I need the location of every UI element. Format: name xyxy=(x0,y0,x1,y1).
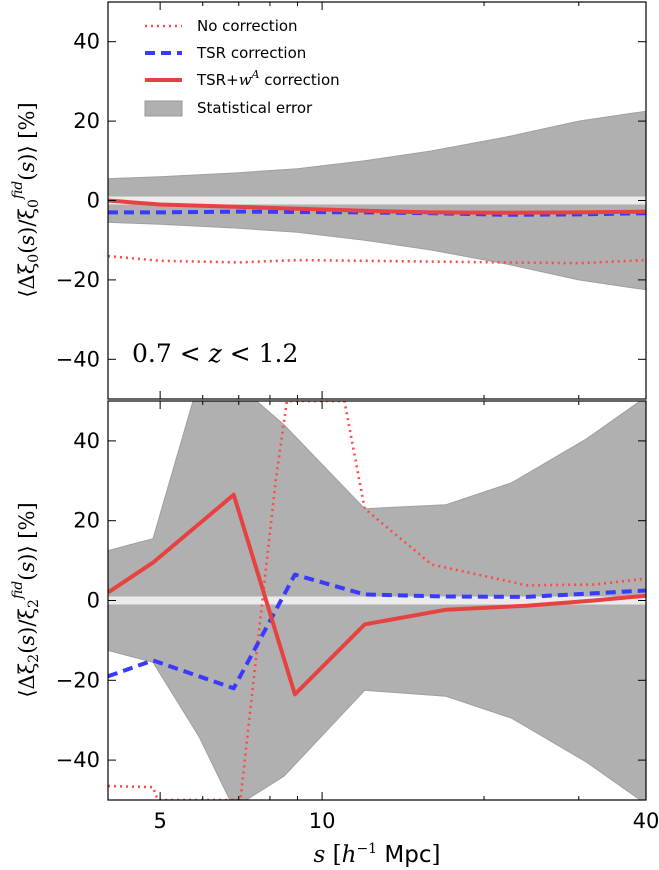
redshift-annotation: 0.7 < z < 1.2 xyxy=(132,339,298,368)
top-series-tsr-wa-correction xyxy=(108,198,646,215)
top-ytick-label: 0 xyxy=(87,189,100,213)
bottom-ytick-label: 20 xyxy=(73,509,100,533)
top-ytick-label: 20 xyxy=(73,109,100,133)
legend-label-no-correction: No correction xyxy=(197,17,298,35)
panel-quadrupole: −40 −20 0 20 40 5 10 40 ⟨Δξ2(s)/ξ2fid(s)⟩ [%] s… xyxy=(10,400,659,868)
top-plot-area xyxy=(108,110,646,291)
legend-swatch-stat-error xyxy=(144,100,183,117)
bottom-ytick-label: 0 xyxy=(87,589,100,613)
bottom-series-no-correction xyxy=(108,401,646,800)
x-tick-label: 40 xyxy=(633,809,659,833)
top-series-no-correction xyxy=(108,254,646,265)
bottom-axes-frame xyxy=(107,400,647,801)
bottom-series-tsr-wa-correction xyxy=(108,492,646,697)
x-tick-label: 5 xyxy=(153,809,166,833)
x-tick-label: 10 xyxy=(309,809,336,833)
bottom-plot-area xyxy=(108,401,646,800)
top-ytick-label: 40 xyxy=(73,30,100,54)
bottom-ytick-label: −40 xyxy=(56,748,100,772)
bottom-zero-band xyxy=(108,596,646,605)
legend-label-tsr: TSR correction xyxy=(196,44,306,62)
bottom-ytick-label: −20 xyxy=(56,668,100,692)
top-ytick-label: −40 xyxy=(56,347,100,371)
top-ytick-label: −20 xyxy=(56,268,100,292)
legend-label-stat-error: Statistical error xyxy=(197,99,313,117)
bottom-ticks: −40 −20 0 20 40 5 10 40 xyxy=(56,401,659,833)
x-axis-label: s [h−1 Mpc] xyxy=(314,841,441,868)
top-zero-band xyxy=(108,196,646,205)
top-y-axis-label: ⟨Δξ0(s)/ξ0fid(s)⟩ [%] xyxy=(10,102,42,297)
legend: No correction TSR correction TSR+wA corr… xyxy=(144,17,340,117)
bottom-y-axis-label: ⟨Δξ2(s)/ξ2fid(s)⟩ [%] xyxy=(10,502,42,697)
bottom-ytick-label: 40 xyxy=(73,429,100,453)
panel-monopole: −40 −20 0 20 40 No correction TSR correction… xyxy=(10,1,647,400)
top-axes-frame xyxy=(107,1,647,400)
legend-label-tsr-wa: TSR+wA correction xyxy=(196,68,340,89)
top-y-ticks: −40 −20 0 20 40 xyxy=(56,2,647,399)
